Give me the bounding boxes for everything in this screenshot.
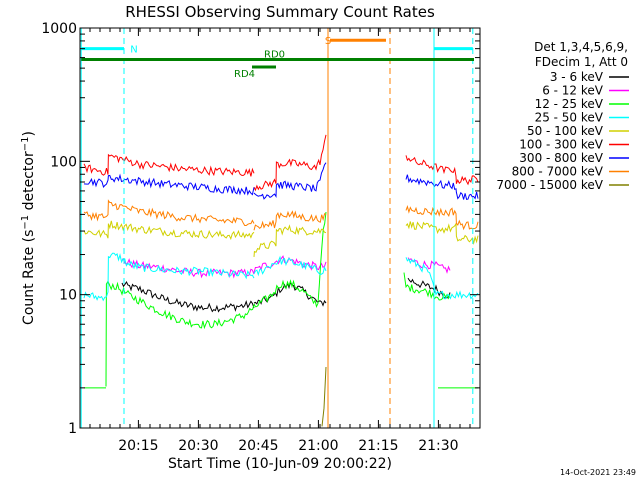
- tick-layer: 20:15 20:30 20:45 21:00 21:15 21:30 1 10 100 1000: [41, 21, 481, 454]
- y-axis-label-part2: detector: [21, 151, 37, 215]
- legend-header-line1: Det 1,3,4,5,6,9,: [534, 40, 628, 54]
- series-800-7000-kev-segment-3: [405, 204, 479, 231]
- series-25-50-kev-segment-1: [83, 252, 255, 302]
- series-layer: [83, 134, 479, 427]
- legend-label-300-800-kev: 300 - 800 keV: [519, 151, 603, 165]
- y-tick-label-1000: 1000: [41, 21, 77, 37]
- series-50-100-kev-segment-3: [405, 221, 479, 245]
- legend-label-3-6-kev: 3 - 6 keV: [550, 70, 604, 84]
- decimation-label: RD4: [234, 69, 255, 80]
- legend-label-25-50-kev: 25 - 50 keV: [535, 111, 604, 125]
- series-100-300-kev-segment-2: [253, 134, 327, 192]
- legend-header-line2: FDecim 1, Att 0: [535, 55, 628, 69]
- series-6-12-kev-segment-1: [121, 258, 255, 279]
- legend-label-7000-15000-kev: 7000 - 15000 keV: [496, 178, 603, 192]
- vline-layer: [80, 28, 474, 428]
- annotation-layer: N S RD0 RD4: [81, 36, 474, 80]
- series-7000-15000-kev-segment-1: [321, 366, 327, 427]
- series-800-7000-kev-segment-1: [83, 199, 255, 226]
- series-100-300-kev-segment-3: [405, 155, 479, 186]
- y-axis-label-part3: ): [21, 131, 37, 136]
- legend-label-100-300-kev: 100 - 300 keV: [519, 138, 603, 152]
- x-tick-label-20-30: 20:30: [178, 438, 218, 454]
- flag-label-s: S: [325, 36, 331, 47]
- series-50-100-kev-segment-2: [253, 224, 327, 257]
- plot-frame: [79, 27, 481, 429]
- chart-title: RHESSI Observing Summary Count Rates: [125, 3, 435, 21]
- legend-label-6-12-kev: 6 - 12 keV: [542, 84, 604, 98]
- x-tick-label-21-30: 21:30: [418, 438, 458, 454]
- legend-label-50-100-kev: 50 - 100 keV: [527, 124, 604, 138]
- attenuator-label: RD0: [264, 50, 285, 61]
- series-12-25-kev-segment-3: [253, 211, 327, 308]
- x-tick-label-20-45: 20:45: [238, 438, 278, 454]
- y-axis-label: Count Rate (s−1 detector−1): [20, 131, 38, 325]
- y-axis-label-part1: Count Rate (s: [21, 230, 37, 325]
- x-tick-label-21-15: 21:15: [358, 438, 398, 454]
- series-12-25-kev-segment-2: [105, 280, 255, 387]
- series-300-800-kev-segment-2: [253, 162, 327, 200]
- series-3-6-kev-segment-1: [121, 280, 255, 313]
- flag-label-n: N: [130, 45, 137, 56]
- series-300-800-kev-segment-3: [405, 174, 479, 200]
- y-axis-label-sup1: −1: [20, 215, 31, 230]
- series-12-25-kev-segment-4: [403, 272, 451, 301]
- series-50-100-kev-segment-1: [83, 220, 255, 241]
- x-tick-label-21-00: 21:00: [298, 438, 338, 454]
- series-100-300-kev-segment-1: [83, 153, 255, 177]
- legend-label-12-25-kev: 12 - 25 keV: [535, 97, 604, 111]
- y-axis-label-sup2: −1: [20, 137, 31, 152]
- y-tick-label-100: 100: [50, 154, 77, 170]
- y-tick-label-1: 1: [68, 421, 77, 437]
- y-tick-label-10: 10: [59, 288, 77, 304]
- x-axis-label: Start Time (10-Jun-09 20:00:22): [168, 456, 392, 472]
- legend-label-800-7000-kev: 800 - 7000 keV: [512, 165, 604, 179]
- generation-timestamp: 14-Oct-2021 23:49: [560, 468, 636, 477]
- series-800-7000-kev-segment-2: [253, 210, 327, 231]
- series-300-800-kev-segment-1: [83, 173, 255, 196]
- series-25-50-kev-segment-2: [253, 255, 327, 277]
- series-25-50-kev-segment-3: [405, 257, 479, 300]
- x-tick-label-20-15: 20:15: [118, 438, 158, 454]
